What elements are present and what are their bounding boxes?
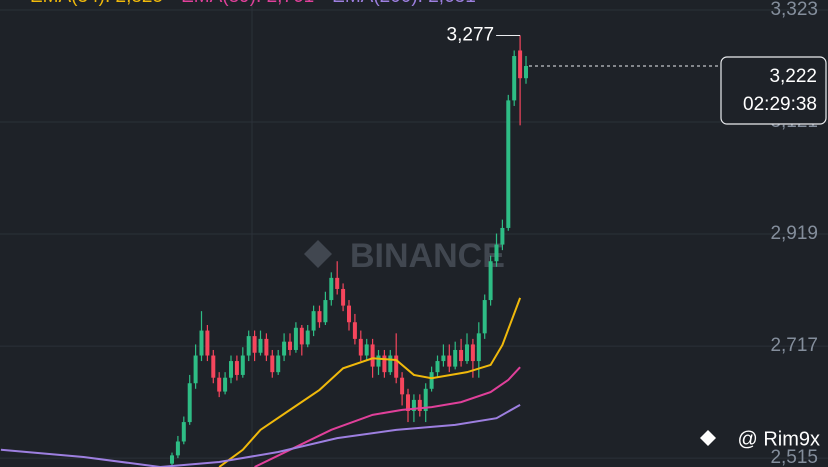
countdown: 02:29:38 (743, 94, 817, 115)
watermark-logo (304, 240, 332, 268)
candle-body (358, 338, 363, 356)
ema-line (218, 297, 522, 467)
candle-body (382, 355, 387, 373)
candle-body (423, 388, 428, 411)
candle-body (370, 344, 375, 367)
candle-body (293, 327, 298, 350)
candle-body (181, 422, 186, 442)
candle-body (411, 399, 416, 411)
candle-body (506, 100, 511, 228)
legend-entry: EMA(34): 2,825 (30, 0, 163, 7)
candle-body (500, 227, 505, 245)
candle-body (299, 327, 304, 345)
candle-body (323, 300, 328, 323)
ema-line (0, 404, 521, 467)
candle-body (459, 349, 464, 362)
candle-body (447, 355, 452, 367)
candle-body (264, 338, 269, 356)
candle-body (388, 355, 393, 373)
candle-body (376, 355, 381, 367)
candle-body (246, 336, 251, 356)
candle-body (476, 333, 481, 362)
candle-body (429, 372, 434, 389)
candle-body (512, 56, 517, 101)
grid (0, 9, 828, 459)
candle-body (193, 355, 198, 384)
ema-line (254, 366, 521, 467)
y-tick-label: 2,919 (770, 223, 818, 244)
candle-body (494, 244, 499, 262)
watermark-text: BINANCE (350, 237, 505, 275)
candle-body (252, 336, 257, 353)
last-price-box (720, 56, 827, 125)
watermark: BINANCE (304, 237, 505, 275)
candle-body (329, 277, 334, 301)
candle-body (229, 361, 233, 378)
candle-body (518, 50, 523, 79)
candle-body (205, 330, 210, 356)
candle-body (240, 355, 245, 375)
candle-body (441, 355, 446, 362)
candle-body (341, 288, 346, 306)
candle-body (311, 311, 316, 331)
candle-body (276, 355, 281, 373)
legend: EMA(34): 2,825 EMA(89): 2,761 EMA(200): 2,… (30, 0, 476, 7)
candle-body (524, 66, 528, 79)
y-tick-label: 2,515 (770, 447, 818, 467)
candle-body (453, 349, 458, 367)
candle-body (400, 377, 405, 395)
candle-body (199, 330, 204, 356)
candle-body (417, 399, 422, 411)
candle-body (335, 277, 340, 289)
legend-entry: EMA(200): 2,631 (332, 0, 476, 7)
candle-body (488, 261, 493, 301)
candle-body (170, 455, 174, 464)
candle-body (470, 344, 475, 362)
candle-body (187, 383, 192, 423)
candle-body (270, 355, 275, 373)
candle-body (406, 394, 410, 411)
candle-body (482, 300, 487, 334)
last-price-label: 3,222 (769, 66, 817, 87)
candle-body (211, 355, 216, 378)
credit-logo (700, 430, 716, 446)
candle-body (435, 361, 440, 373)
candle-body (352, 322, 357, 339)
candle-body (175, 441, 180, 456)
legend-entry: EMA(89): 2,761 (181, 0, 314, 7)
plot (0, 34, 721, 467)
candle-body (258, 338, 263, 353)
candle-body (465, 344, 469, 362)
candle-body (305, 330, 310, 345)
candle-body (282, 341, 287, 356)
y-tick-label: 2,717 (770, 335, 818, 356)
candle-body (394, 355, 399, 378)
candle-body (364, 344, 369, 356)
candle-body (317, 311, 322, 323)
candle-body (217, 377, 222, 392)
candle-body (288, 341, 292, 350)
y-tick-label: 3,323 (770, 0, 818, 20)
credit: @ Rim9x (737, 428, 820, 450)
candle-body (223, 377, 228, 392)
candle-body (234, 361, 239, 375)
high-label: 3,277 (447, 25, 495, 46)
candle-body (347, 305, 351, 323)
